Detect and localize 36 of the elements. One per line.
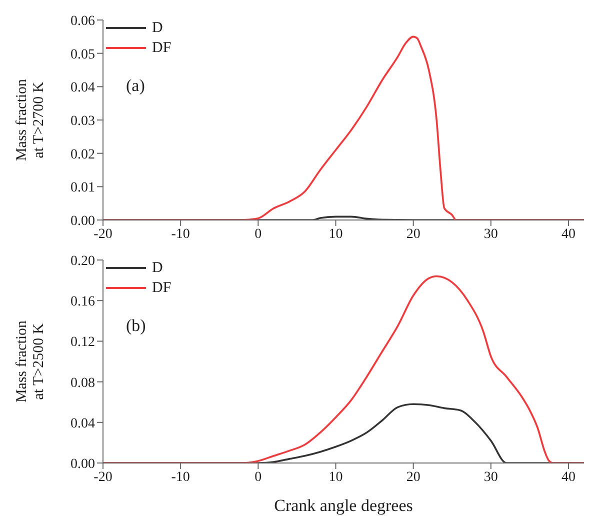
annotation: (b) xyxy=(126,316,146,336)
y-tick-label: 0.08 xyxy=(70,376,95,391)
x-tick-label: 0 xyxy=(254,226,262,242)
x-tick-label: 30 xyxy=(484,470,498,485)
legend-label: D xyxy=(152,20,163,36)
y-axis-title: Mass fraction at T>2700 K xyxy=(14,78,47,162)
y-tick-label: 0.00 xyxy=(70,456,95,472)
y-tick-label: 0.03 xyxy=(70,114,95,129)
annotation: (a) xyxy=(126,76,145,96)
x-tick-label: -10 xyxy=(171,470,190,485)
y-tick-label: 0.05 xyxy=(70,47,95,62)
y-tick-label: 0.12 xyxy=(70,335,95,350)
y-tick-label: 0.06 xyxy=(70,14,95,29)
x-tick-label: -10 xyxy=(171,226,190,242)
y-tick-label: 0.16 xyxy=(70,294,95,310)
y-axis-title: Mass fraction at T>2500 K xyxy=(14,320,47,403)
x-tick-label: 0 xyxy=(254,470,262,485)
x-tick-label: -20 xyxy=(94,470,112,485)
y-tick-label: 0.02 xyxy=(70,147,95,162)
x-tick-label: 10 xyxy=(328,226,343,242)
y-tick-label: 0.20 xyxy=(70,254,95,269)
y-tick-label: 0.04 xyxy=(70,80,95,96)
x-tick-label: 40 xyxy=(561,470,576,485)
x-tick-label: 40 xyxy=(561,226,576,242)
x-tick-label: 30 xyxy=(484,226,498,242)
x-tick-label: 10 xyxy=(328,470,343,485)
y-tick-label: 0.04 xyxy=(70,416,95,432)
x-tick-label: 20 xyxy=(406,226,420,242)
x-tick-label: 20 xyxy=(406,470,420,485)
x-tick-label: -20 xyxy=(94,226,112,242)
y-tick-label: 0.00 xyxy=(70,214,95,229)
legend-label: DF xyxy=(152,280,172,296)
legend-label: D xyxy=(152,260,163,276)
x-axis-title: Crank angle degrees xyxy=(273,496,414,516)
legend-label: DF xyxy=(152,40,172,56)
y-tick-label: 0.01 xyxy=(70,180,95,196)
